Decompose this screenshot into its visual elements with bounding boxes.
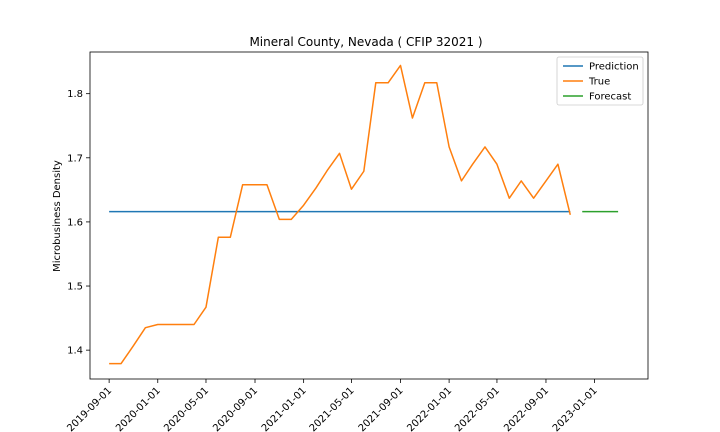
y-tick-label: 1.6 bbox=[67, 217, 83, 228]
y-axis: 1.4 1.5 1.6 1.7 1.8 bbox=[67, 89, 90, 357]
y-tick-label: 1.8 bbox=[67, 89, 83, 100]
legend-box bbox=[556, 56, 644, 106]
legend: Prediction True Forecast bbox=[556, 56, 644, 106]
y-tick-label: 1.7 bbox=[67, 153, 83, 164]
plot-frame bbox=[89, 51, 649, 380]
series-line-true bbox=[109, 64, 572, 365]
y-tick-label: 1.4 bbox=[67, 346, 83, 357]
chart-title: Mineral County, Nevada ( CFIP 32021 ) bbox=[249, 35, 482, 49]
series-layer bbox=[109, 64, 619, 365]
legend-label-forecast: Forecast bbox=[589, 92, 631, 103]
y-axis-label: Microbusiness Density bbox=[52, 160, 63, 272]
legend-label-true: True bbox=[588, 77, 610, 88]
y-tick-label: 1.5 bbox=[67, 282, 83, 293]
legend-label-prediction: Prediction bbox=[589, 62, 639, 73]
